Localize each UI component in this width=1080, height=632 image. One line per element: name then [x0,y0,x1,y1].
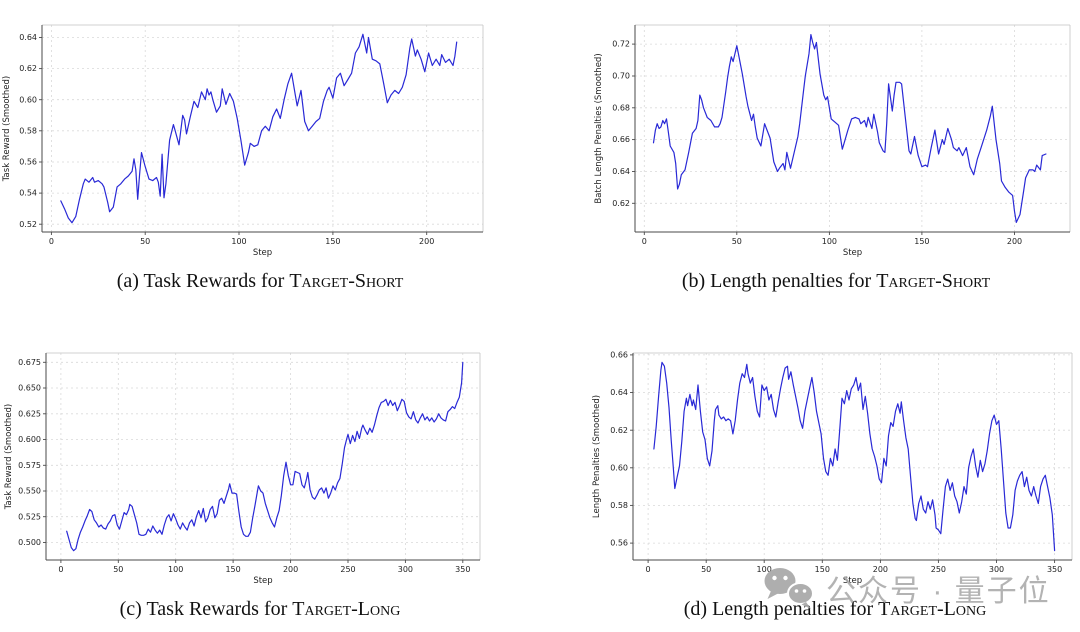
svg-text:100: 100 [231,237,246,246]
caption-d-text: (d) Length penalties for [683,598,879,620]
svg-text:0.66: 0.66 [610,351,628,360]
svg-text:250: 250 [340,565,355,574]
svg-text:0: 0 [642,237,647,246]
panel-c: 0.500 0.525 0.550 0.575 0.600 0.625 0.650 0.675… [2,340,520,590]
svg-text:300: 300 [989,565,1004,574]
svg-text:50: 50 [732,237,742,246]
svg-text:200: 200 [1007,237,1022,246]
svg-text:0.72: 0.72 [612,40,630,49]
chart-length-penalties-target-short: 0.62 0.64 0.66 0.68 0.70 0.72 0 50 100 150 200 Step… [594,24,1071,258]
svg-text:0.58: 0.58 [19,126,37,135]
svg-text:0.58: 0.58 [610,501,628,510]
chart-task-rewards-target-long: 0.500 0.525 0.550 0.575 0.600 0.625 0.650 0.675… [4,352,481,586]
svg-text:100: 100 [822,237,837,246]
svg-text:50: 50 [113,565,123,574]
panel-d: 0.56 0.58 0.60 0.62 0.64 0.66 0 50 100 150 200 250 3… [590,340,1080,590]
svg-text:0.56: 0.56 [610,539,628,548]
svg-text:0.62: 0.62 [612,199,630,208]
svg-text:Task Reward (Smoothed): Task Reward (Smoothed) [2,76,12,182]
svg-text:200: 200 [419,237,434,246]
svg-text:0.52: 0.52 [19,220,37,229]
svg-text:50: 50 [140,237,150,246]
svg-text:0: 0 [58,565,63,574]
svg-text:100: 100 [168,565,183,574]
caption-b-text: (b) Length penalties for [681,270,877,292]
svg-text:0.60: 0.60 [19,95,37,104]
svg-text:0: 0 [49,237,54,246]
svg-text:0.64: 0.64 [610,388,628,397]
svg-text:0.68: 0.68 [612,103,630,112]
watermark-text: 公众号 · 量子位 [826,575,1051,608]
caption-b-variant: Target-Short [876,270,991,292]
svg-text:0.600: 0.600 [18,435,41,444]
caption-c-text: (c) Task Rewards for [119,598,293,620]
svg-text:0.64: 0.64 [19,33,37,42]
panel-b: 0.62 0.64 0.66 0.68 0.70 0.72 0 50 100 150 200 Step… [592,0,1080,262]
watermark: 公众号 · 量子位 [762,566,1051,610]
svg-text:0.575: 0.575 [18,461,41,470]
svg-text:Step: Step [843,248,862,258]
caption-d: (d) Length penalties for Target-Long [590,598,1080,621]
caption-c: (c) Task Rewards for Target-Long [0,598,520,621]
svg-text:350: 350 [1047,565,1062,574]
svg-text:0.625: 0.625 [18,409,41,418]
svg-text:150: 150 [914,237,929,246]
caption-a-variant: Target-Short [289,270,404,292]
svg-text:0.70: 0.70 [612,72,630,81]
svg-text:0.54: 0.54 [19,189,37,198]
svg-text:200: 200 [283,565,298,574]
svg-text:350: 350 [455,565,470,574]
svg-text:0: 0 [646,565,651,574]
svg-text:0.500: 0.500 [18,538,41,547]
panel-a: 0.52 0.54 0.56 0.58 0.60 0.62 0.64 0 50 100 150 200… [0,0,520,262]
svg-text:250: 250 [931,565,946,574]
svg-text:150: 150 [225,565,240,574]
svg-text:Task Reward (Smoothed): Task Reward (Smoothed) [4,404,14,510]
svg-text:0.64: 0.64 [612,167,630,176]
caption-a: (a) Task Rewards for Target-Short [0,270,520,293]
svg-text:0.650: 0.650 [18,384,41,393]
svg-text:0.675: 0.675 [18,358,41,367]
svg-text:150: 150 [325,237,340,246]
caption-c-variant: Target-Long [292,598,401,620]
svg-text:200: 200 [873,565,888,574]
svg-text:300: 300 [398,565,413,574]
svg-text:50: 50 [701,565,711,574]
svg-text:Step: Step [253,576,272,586]
svg-text:Step: Step [843,576,862,586]
svg-text:0.550: 0.550 [18,487,41,496]
svg-text:150: 150 [815,565,830,574]
wechat-icon [764,568,814,609]
svg-text:Batch Length Penalties (Smooth: Batch Length Penalties (Smoothed) [594,53,604,203]
caption-d-variant: Target-Long [878,598,987,620]
svg-text:100: 100 [757,565,772,574]
svg-text:0.66: 0.66 [612,135,630,144]
svg-text:0.56: 0.56 [19,158,37,167]
chart-length-penalties-target-long: 0.56 0.58 0.60 0.62 0.64 0.66 0 50 100 150 200 250 3… [592,351,1073,586]
svg-text:0.60: 0.60 [610,463,628,472]
svg-text:Length Penalties (Smoothed): Length Penalties (Smoothed) [592,395,602,518]
svg-text:Step: Step [253,248,272,258]
chart-task-rewards-target-short: 0.52 0.54 0.56 0.58 0.60 0.62 0.64 0 50 100 150 200… [2,24,484,258]
caption-b: (b) Length penalties for Target-Short [592,270,1080,293]
svg-text:0.62: 0.62 [19,64,37,73]
svg-text:0.62: 0.62 [610,426,628,435]
svg-text:0.525: 0.525 [18,512,41,521]
caption-a-text: (a) Task Rewards for [116,270,290,292]
